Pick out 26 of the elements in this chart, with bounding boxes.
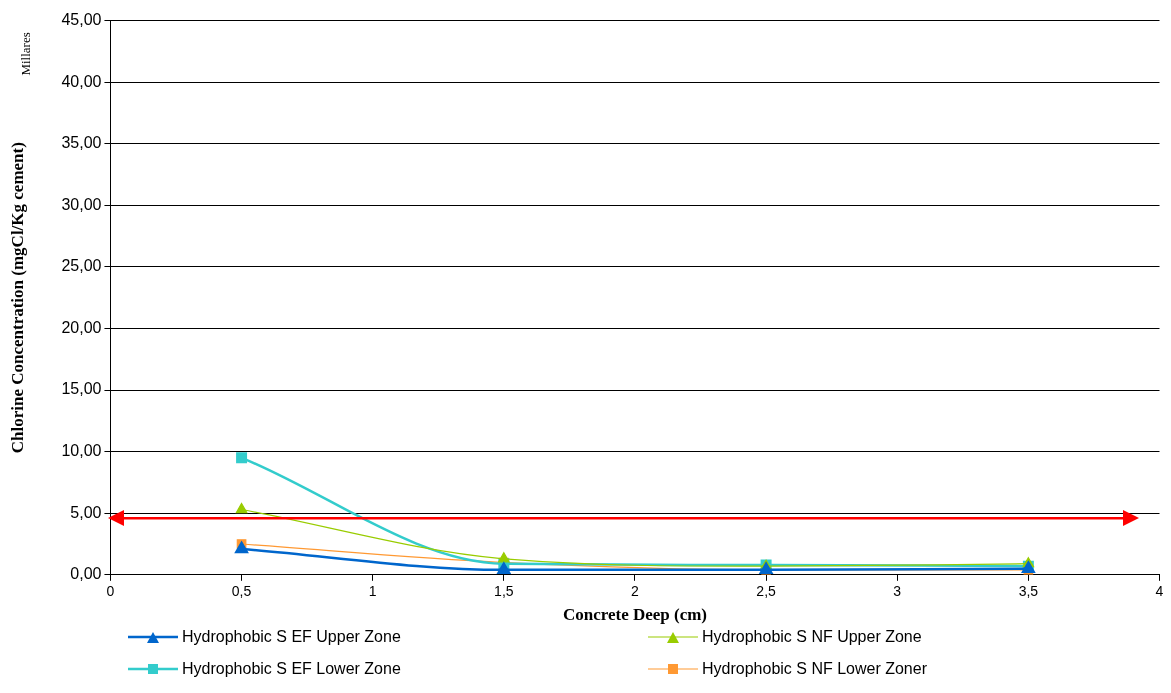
y-tick-label: 5,00 <box>70 503 102 521</box>
y-tick-label: 45,00 <box>61 11 102 29</box>
y-tick-label: 20,00 <box>61 318 102 336</box>
x-tick-label: 3,5 <box>1018 583 1039 600</box>
legend-label: Hydrophobic S NF Lower Zoner <box>702 660 927 678</box>
legend-label: Hydrophobic S EF Upper Zone <box>182 628 401 646</box>
text: Millares <box>18 32 34 76</box>
x-tick-label: 0 <box>106 583 115 600</box>
y-tick-label: 35,00 <box>61 134 102 152</box>
x-tick-label: 2,5 <box>756 583 777 600</box>
legend-label: Hydrophobic S NF Upper Zone <box>702 628 922 646</box>
x-tick-label: 4 <box>1155 583 1164 600</box>
y-tick-label: 25,00 <box>61 257 102 275</box>
legend-label: Hydrophobic S EF Lower Zone <box>182 660 401 678</box>
x-tick-label: 1,5 <box>494 583 514 600</box>
y-tick-label: 15,00 <box>61 380 102 398</box>
y-axis-title: Chlorine Concentration (mgCl/Kg cement) <box>7 142 27 454</box>
x-tick-label: 3 <box>893 583 902 600</box>
x-axis-title: Concrete Deep (cm) <box>562 605 708 625</box>
y-tick-label: 40,00 <box>61 72 102 90</box>
x-tick-label: 0,5 <box>231 583 252 600</box>
x-tick-label: 1 <box>368 583 377 600</box>
y-tick-label: 30,00 <box>61 195 102 213</box>
y-tick-label: 10,00 <box>61 442 102 460</box>
y-tick-label: 0,00 <box>70 565 102 583</box>
x-tick-label: 2 <box>631 583 640 600</box>
